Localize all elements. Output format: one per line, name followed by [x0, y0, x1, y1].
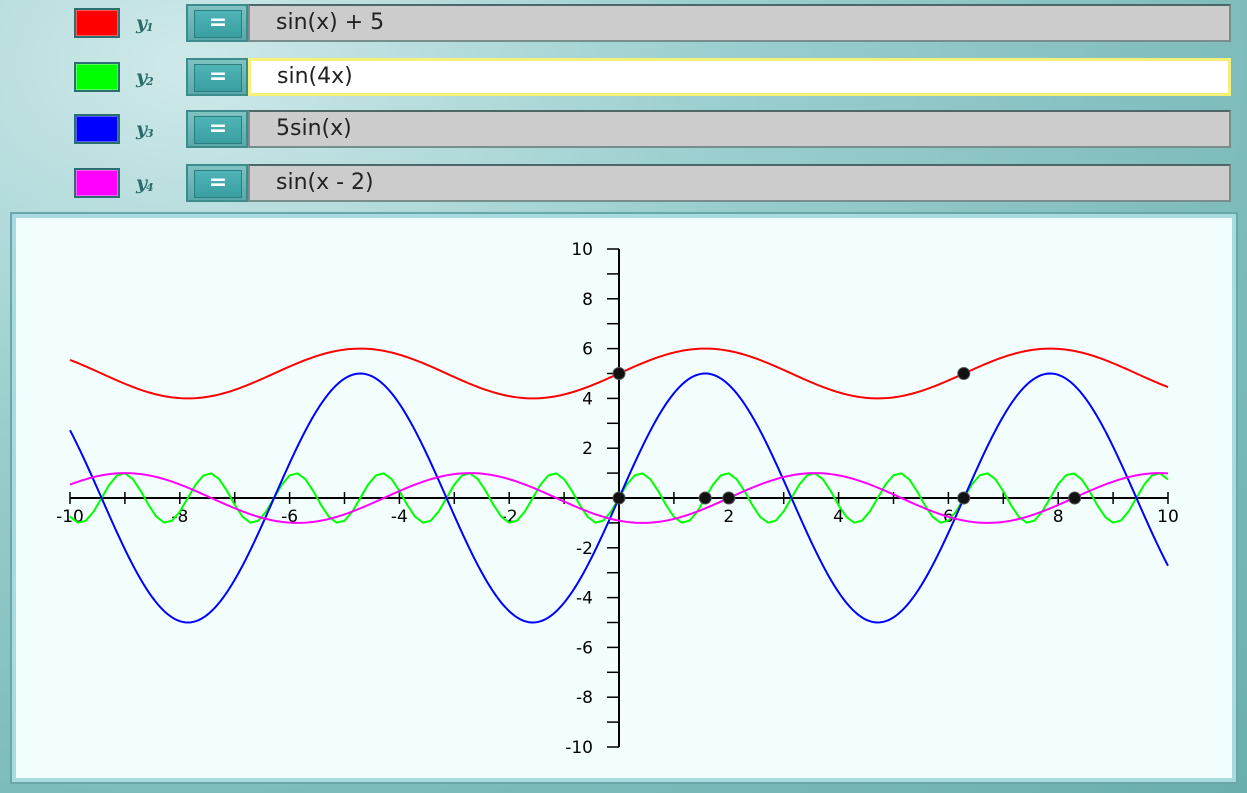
equals-button-y1[interactable]: =: [186, 4, 248, 42]
y-tick-label: -6: [576, 638, 593, 658]
marked-point: [957, 367, 971, 380]
expression-input-y1[interactable]: sin(x) + 5: [248, 4, 1231, 42]
y-tick-label: -8: [576, 688, 593, 708]
function-label-y1: y1: [136, 12, 154, 34]
equals-glyph: =: [194, 116, 242, 144]
y-tick-label: 2: [582, 439, 593, 459]
color-swatch-y3[interactable]: [74, 114, 120, 144]
equals-button-y3[interactable]: =: [186, 110, 248, 148]
x-tick-label: 2: [723, 507, 734, 527]
equals-glyph: =: [194, 170, 242, 198]
y-tick-label: 8: [582, 290, 593, 310]
marked-point: [698, 491, 712, 505]
expression-input-y2[interactable]: sin(4x): [248, 58, 1231, 96]
expression-input-y4[interactable]: sin(x - 2): [248, 164, 1231, 202]
x-tick-label: 8: [1053, 507, 1064, 527]
color-swatch-y1[interactable]: [74, 8, 120, 38]
x-tick-label: -6: [281, 507, 298, 527]
marked-point: [722, 491, 736, 505]
marked-point: [1068, 491, 1082, 505]
function-label-y3: y3: [136, 118, 154, 140]
y-tick-label: -2: [576, 539, 593, 559]
function-label-y4: y4: [136, 172, 154, 194]
equals-glyph: =: [194, 64, 242, 92]
series-line-y4: [69, 472, 1169, 524]
function-label-y2: y2: [136, 66, 154, 88]
marked-point: [612, 367, 626, 380]
marked-point: [612, 491, 626, 505]
x-tick-label: 4: [833, 507, 844, 527]
equals-button-y2[interactable]: =: [186, 58, 248, 96]
color-swatch-y4[interactable]: [74, 168, 120, 198]
y-tick-label: -10: [565, 738, 593, 758]
x-tick-label: -4: [391, 507, 408, 527]
color-swatch-y2[interactable]: [74, 62, 120, 92]
y-tick-label: 10: [571, 240, 593, 260]
x-tick-label: -8: [171, 507, 188, 527]
expression-input-y3[interactable]: 5sin(x): [248, 110, 1231, 148]
x-tick-label: 10: [1157, 507, 1179, 527]
y-tick-label: 4: [582, 389, 593, 409]
y-tick-label: 6: [582, 340, 593, 360]
marked-point: [957, 491, 971, 505]
equals-button-y4[interactable]: =: [186, 164, 248, 202]
equals-glyph: =: [194, 10, 242, 38]
graph-panel[interactable]: -10 -8 -6 -4 -2 2 4 6 8 10 10 8 6 4 2 -2 -4 -6 -8 -10: [10, 212, 1238, 784]
y-tick-label: -4: [576, 589, 593, 609]
